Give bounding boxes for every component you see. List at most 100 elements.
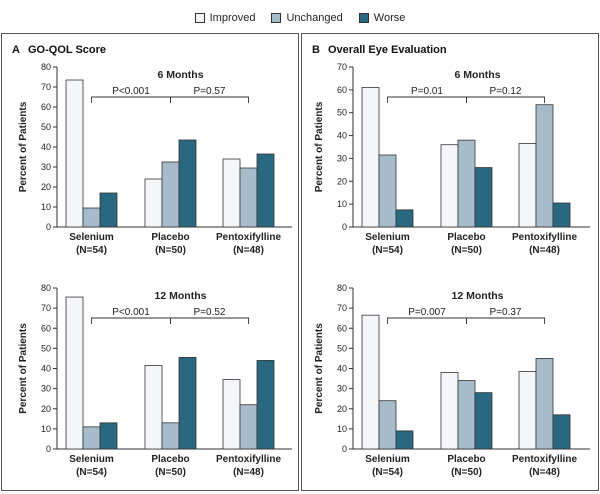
chart-2-bar-worse-0 [395,209,414,228]
chart-1-ytick-label-2: 20 [41,404,51,414]
chart-3-bracket-0 [387,317,467,324]
chart-0-ytick-label-1: 10 [41,202,51,212]
chart-0-bar-improved-0 [65,79,84,228]
chart-3-category-2: Pentoxifylline [512,454,577,465]
chart-0-ytick-label-0: 0 [46,222,51,232]
chart-1-ytick-label-7: 70 [41,303,51,313]
chart-2-ytick-label-0: 0 [342,222,347,232]
panel-a-frame: A GO-QOL Score [1,33,299,491]
chart-0-ytick-label-4: 40 [41,142,51,152]
chart-2-category-n-0: (N=54) [372,245,403,256]
chart-1-ytick-label-3: 30 [41,384,51,394]
chart-0-ytick-label-2: 20 [41,182,51,192]
chart-0-bracket-label-0: P<0.001 [112,86,150,97]
chart-0-title: 6 Months [157,69,203,81]
chart-0-category-n-0: (N=54) [76,245,107,256]
chart-2-ylabel: Percent of Patients [314,101,325,192]
chart-0-ylabel: Percent of Patients [18,101,29,192]
chart-2-bracket-0 [387,96,467,103]
chart-1-ytick-label-4: 40 [41,364,51,374]
chart-0-ytick-label-8: 80 [41,62,51,72]
legend-swatch-worse [358,13,369,23]
panel-a-letter: A [12,44,20,56]
chart-0-bracket-1 [170,96,249,103]
chart-2-ytick-label-4: 40 [337,131,347,141]
chart-3-bar-worse-1 [474,392,493,450]
chart-2-category-0: Selenium [365,232,410,243]
chart-2-ytick-label-3: 30 [337,153,347,163]
chart-0-bracket-0 [91,96,171,103]
chart-3-bar-improved-0 [361,314,380,450]
chart-3-ytick-label-5: 50 [337,343,347,353]
chart-1-bar-unchanged-0 [82,426,101,450]
chart-2-category-2: Pentoxifylline [512,232,577,243]
chart-3-bracket-label-1: P=0.37 [490,307,522,318]
chart-3-bar-worse-2 [552,414,571,450]
chart-3-bar-improved-2 [518,371,537,450]
chart-2-ytick-label-6: 60 [337,85,347,95]
chart-3-bar-worse-0 [395,430,414,450]
panel-b-letter: B [312,44,320,56]
chart-1-category-1: Placebo [151,454,189,465]
chart-3-ytick-label-2: 20 [337,404,347,414]
chart-2-bar-unchanged-0 [378,154,397,228]
chart-3-category-n-2: (N=48) [529,467,560,478]
chart-2-bracket-label-1: P=0.12 [490,86,522,97]
chart-2-ytick-label-5: 50 [337,108,347,118]
legend-swatch-improved [194,13,205,23]
chart-2-ytick-label-7: 70 [337,62,347,72]
chart-3-ytick-label-1: 10 [337,424,347,434]
chart-2-bar-worse-1 [474,167,493,228]
legend-label-unchanged: Unchanged [286,12,343,24]
chart-0-category-1: Placebo [151,232,189,243]
chart-1-category-n-2: (N=48) [233,467,264,478]
chart-2-title: 6 Months [454,69,500,81]
chart-1-bar-improved-2 [222,379,241,450]
chart-2-category-1: Placebo [447,232,485,243]
legend: Improved Unchanged Worse [0,9,600,27]
chart-1-ytick-label-8: 80 [41,283,51,293]
chart-1-bracket-1 [170,317,249,324]
chart-3-bar-unchanged-2 [535,358,554,450]
chart-1-bar-worse-1 [178,357,197,450]
chart-3-category-0: Selenium [365,454,410,465]
legend-label-improved: Improved [209,12,256,24]
chart-1-bar-worse-0 [99,422,118,450]
chart-0-bar-improved-1 [144,178,163,228]
chart-3-ytick-label-8: 80 [337,283,347,293]
chart-0-ytick-label-7: 70 [41,82,51,92]
chart-2-bracket-label-0: P=0.01 [411,86,443,97]
chart-2-category-n-2: (N=48) [529,245,560,256]
legend-label-worse: Worse [373,12,406,24]
chart-3-category-n-0: (N=54) [372,467,403,478]
chart-0-category-n-1: (N=50) [155,245,186,256]
chart-3-ytick-label-4: 40 [337,364,347,374]
chart-3-ylabel: Percent of Patients [314,323,325,414]
chart-1-title: 12 Months [155,290,207,302]
legend-item-unchanged: Unchanged [271,9,343,27]
panel-b-title: Overall Eye Evaluation [328,44,447,56]
legend-item-worse: Worse [358,9,406,27]
chart-1-bar-worse-2 [256,360,275,450]
chart-0-bar-unchanged-1 [161,161,180,228]
chart-3-bar-unchanged-1 [457,380,476,450]
chart-0-category-n-2: (N=48) [233,245,264,256]
chart-3-ytick-label-0: 0 [342,444,347,454]
chart-0-ytick-label-6: 60 [41,102,51,112]
chart-2-category-n-1: (N=50) [451,245,482,256]
chart-1-bracket-0 [91,317,171,324]
chart-1-ytick-label-6: 60 [41,323,51,333]
chart-1-category-2: Pentoxifylline [216,454,281,465]
chart-3-bar-improved-1 [440,372,459,450]
panel-b-frame: B Overall Eye Evaluation [301,33,599,491]
chart-2-bar-improved-0 [361,87,380,228]
chart-1-bar-unchanged-1 [161,422,180,450]
chart-2-ytick-label-2: 20 [337,176,347,186]
chart-3-bracket-label-0: P=0.007 [408,307,446,318]
chart-2-bar-worse-2 [552,202,571,228]
chart-3-category-n-1: (N=50) [451,467,482,478]
chart-2-bar-unchanged-1 [457,139,476,228]
chart-1-category-n-1: (N=50) [155,467,186,478]
chart-3-category-1: Placebo [447,454,485,465]
